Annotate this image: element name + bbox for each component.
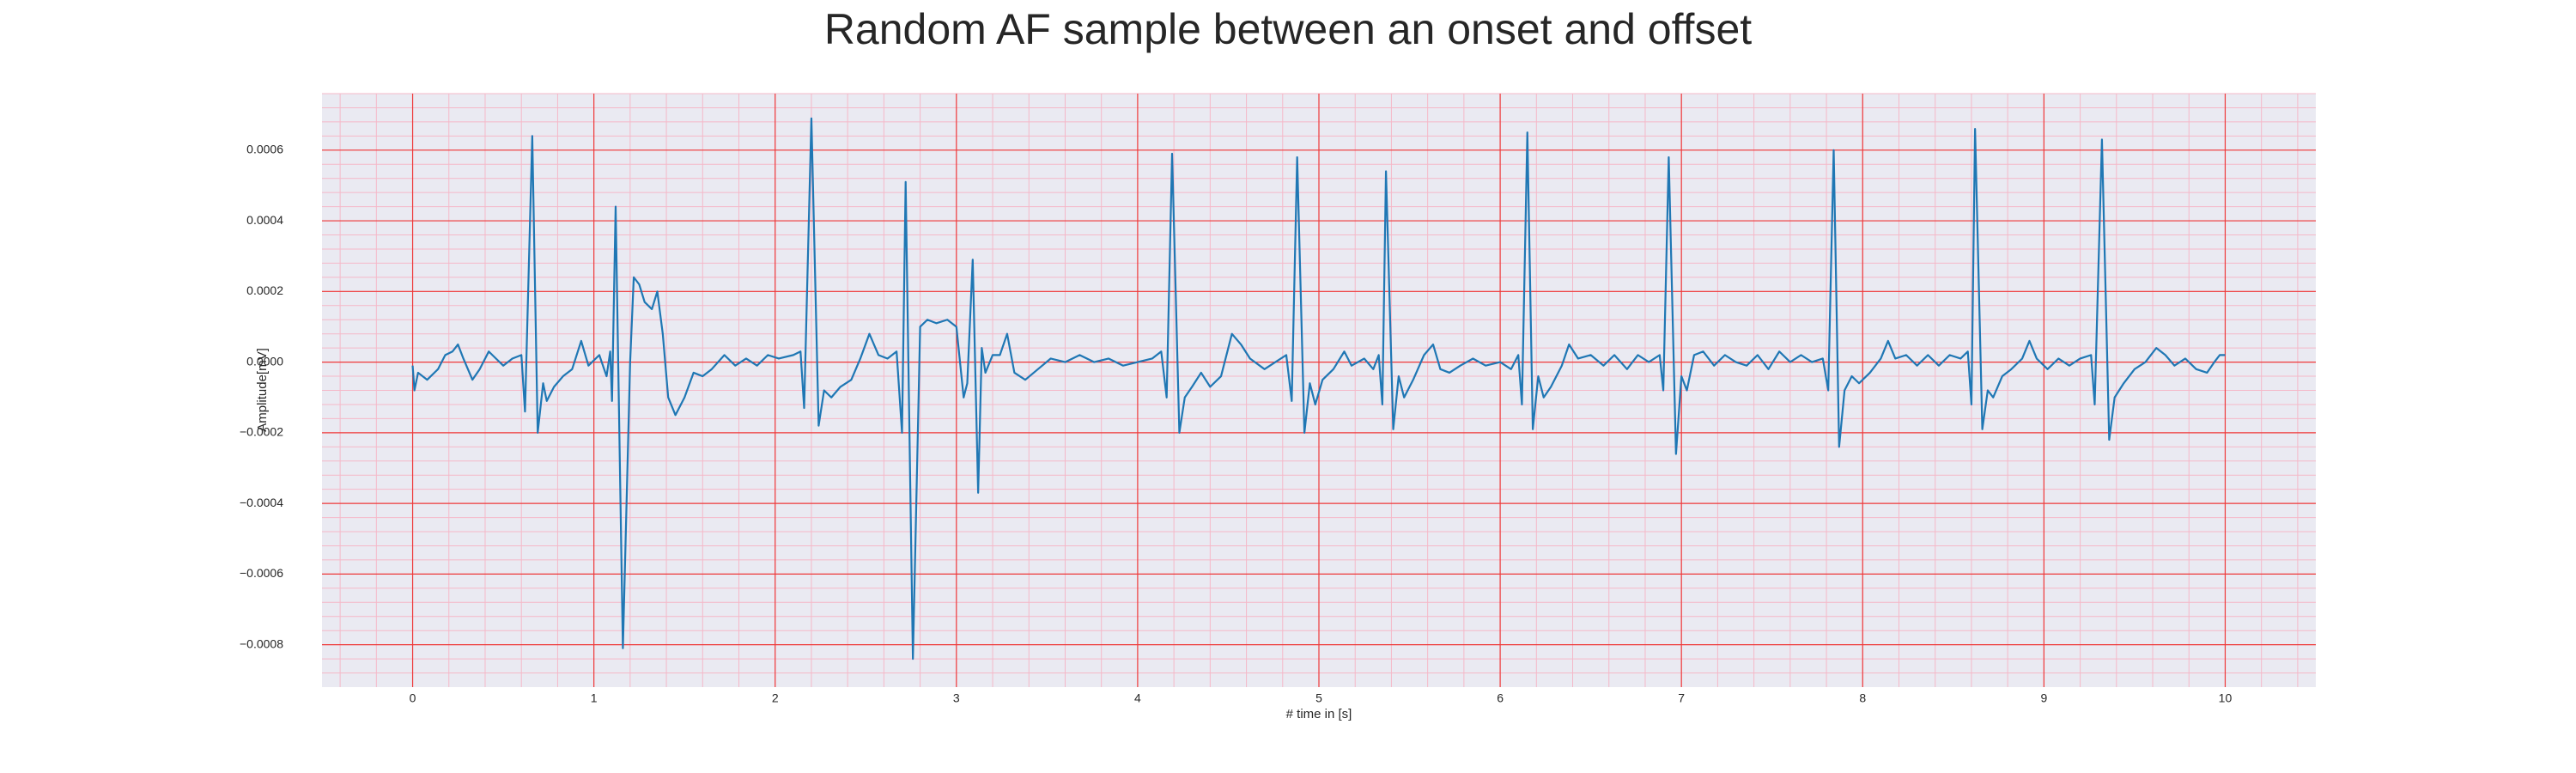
y-axis-label: Amplitude[mV]: [255, 348, 270, 432]
x-axis-label: # time in [s]: [1286, 707, 1352, 721]
x-tick-label: 8: [1859, 691, 1866, 705]
x-tick-label: 4: [1134, 691, 1141, 705]
x-tick-label: 6: [1497, 691, 1504, 705]
x-tick-label: 9: [2040, 691, 2047, 705]
x-tick-label: 10: [2219, 691, 2233, 705]
y-tick-label: 0.0002: [246, 283, 283, 297]
x-tick-label: 2: [772, 691, 779, 705]
x-tick-label: 1: [591, 691, 598, 705]
marks: [411, 117, 2226, 660]
y-tick-label: 0.0000: [246, 354, 283, 368]
x-tick-label: 5: [1315, 691, 1322, 705]
x-tick-label: 3: [953, 691, 960, 705]
grid: [322, 93, 2316, 687]
x-tick-label: 0: [410, 691, 416, 705]
x-tick-label: 7: [1678, 691, 1685, 705]
y-tick-label: 0.0004: [246, 213, 283, 227]
y-tick-label: −0.0008: [240, 636, 283, 650]
y-tick-label: 0.0006: [246, 143, 283, 156]
line: [411, 117, 2226, 660]
y-tick-label: −0.0006: [240, 566, 283, 580]
y-tick-label: −0.0004: [240, 496, 283, 509]
y-tick-label: −0.0002: [240, 425, 283, 439]
chart-title: Random AF sample between an onset and of…: [824, 5, 1752, 53]
